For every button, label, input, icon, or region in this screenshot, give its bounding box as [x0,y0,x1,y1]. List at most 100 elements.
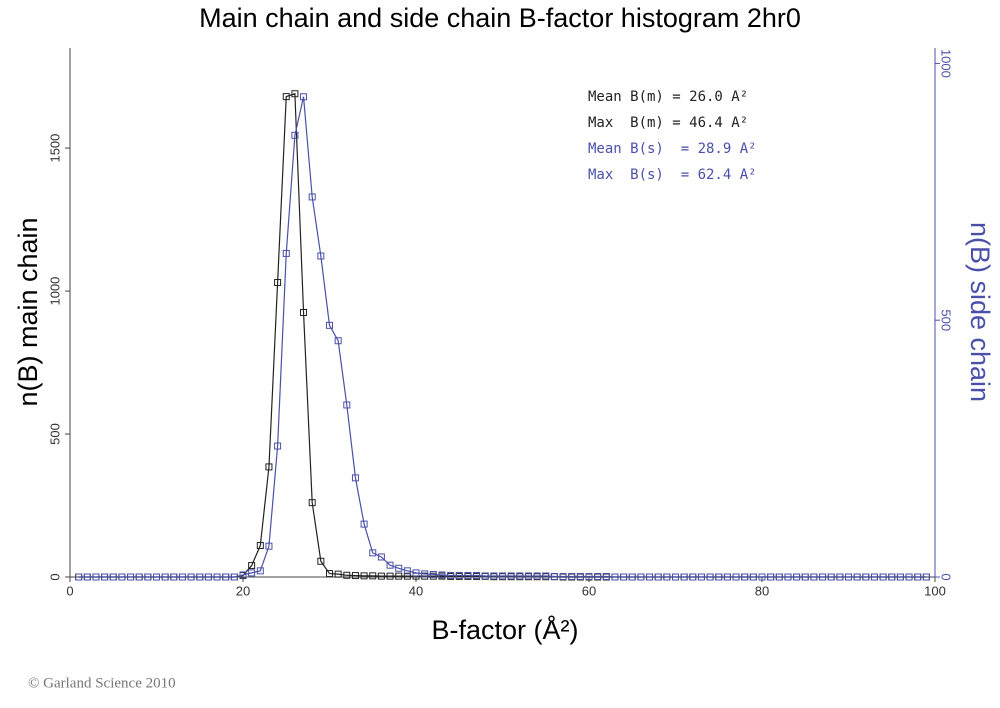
point-marker [369,549,377,557]
point-marker [706,573,714,581]
point-marker [135,573,143,581]
x-tick-label: 40 [409,583,423,598]
point-marker [576,572,584,580]
point-marker [377,572,385,580]
point-marker [801,573,809,581]
x-axis-title: B-factor (Å²) [431,614,578,645]
point-marker [853,573,861,581]
point-marker [646,573,654,581]
point-marker [395,564,403,572]
point-marker [819,573,827,581]
point-marker [377,553,385,561]
point-marker [343,571,351,579]
y-tick-label: 0 [47,573,62,580]
series-line [78,96,927,578]
point-marker [75,573,83,581]
y2-tick-label: 0 [939,573,954,580]
point-marker [507,572,515,580]
point-marker [351,572,359,580]
y-axis-title: n(B) main chain [13,217,43,406]
point-marker [697,573,705,581]
point-marker [204,573,212,581]
point-marker [473,571,481,579]
y2-tick-label: 500 [939,309,954,331]
annotation: Max B(m) = 46.4 A² [588,115,748,131]
point-marker [749,573,757,581]
point-marker [896,573,904,581]
point-marker [118,573,126,581]
x-tick-label: 60 [582,583,596,598]
point-marker [248,569,256,577]
x-tick-label: 100 [924,583,946,598]
point-marker [862,573,870,581]
point-marker [144,573,152,581]
point-marker [922,573,930,581]
point-marker [594,572,602,580]
point-marker [464,571,472,579]
point-marker [533,572,541,580]
point-marker [196,573,204,581]
point-marker [222,573,230,581]
point-marker [888,573,896,581]
point-marker [654,573,662,581]
point-marker [386,572,394,580]
point-marker [758,573,766,581]
point-marker [585,572,593,580]
point-marker [689,573,697,581]
point-marker [170,573,178,581]
point-marker [793,573,801,581]
point-marker [568,572,576,580]
point-marker [326,570,333,578]
point-marker [265,463,273,471]
point-marker [767,573,775,581]
point-marker [256,567,264,575]
point-marker [628,573,636,581]
point-marker [905,573,913,581]
point-marker [542,572,550,580]
point-marker [412,569,420,577]
point-marker [334,570,342,578]
point-marker [663,573,671,581]
point-marker [550,572,558,580]
point-marker [92,573,100,581]
point-marker [481,572,489,580]
point-marker [516,572,524,580]
y2-tick-label: 1000 [939,49,954,78]
annotation: Mean B(m) = 26.0 A² [588,89,748,105]
point-marker [620,573,628,581]
point-marker [455,571,463,579]
point-marker [879,573,887,581]
point-marker [602,572,610,580]
point-marker [784,573,792,581]
point-marker [421,570,429,578]
point-marker [351,474,359,482]
point-marker [291,131,299,139]
point-marker [265,542,273,550]
point-marker [83,573,91,581]
point-marker [274,442,282,450]
point-marker [178,573,186,581]
y-tick-label: 1000 [47,277,62,306]
point-marker [153,573,160,581]
point-marker [109,573,117,581]
point-marker [161,573,169,581]
point-marker [732,573,740,581]
point-marker [326,321,333,329]
point-marker [101,573,109,581]
point-marker [369,572,377,580]
point-marker [524,572,532,580]
annotation: Max B(s) = 62.4 A² [588,167,757,183]
point-marker [395,572,403,580]
point-marker [499,572,506,580]
point-marker [403,572,411,580]
point-marker [334,337,342,345]
chart-title: Main chain and side chain B-factor histo… [199,3,801,33]
point-marker [256,542,264,550]
series-line [78,92,927,578]
x-tick-label: 20 [236,583,250,598]
point-marker [308,193,316,201]
point-marker [403,567,411,575]
point-marker [282,93,290,101]
point-marker [490,572,498,580]
point-marker [248,562,256,570]
